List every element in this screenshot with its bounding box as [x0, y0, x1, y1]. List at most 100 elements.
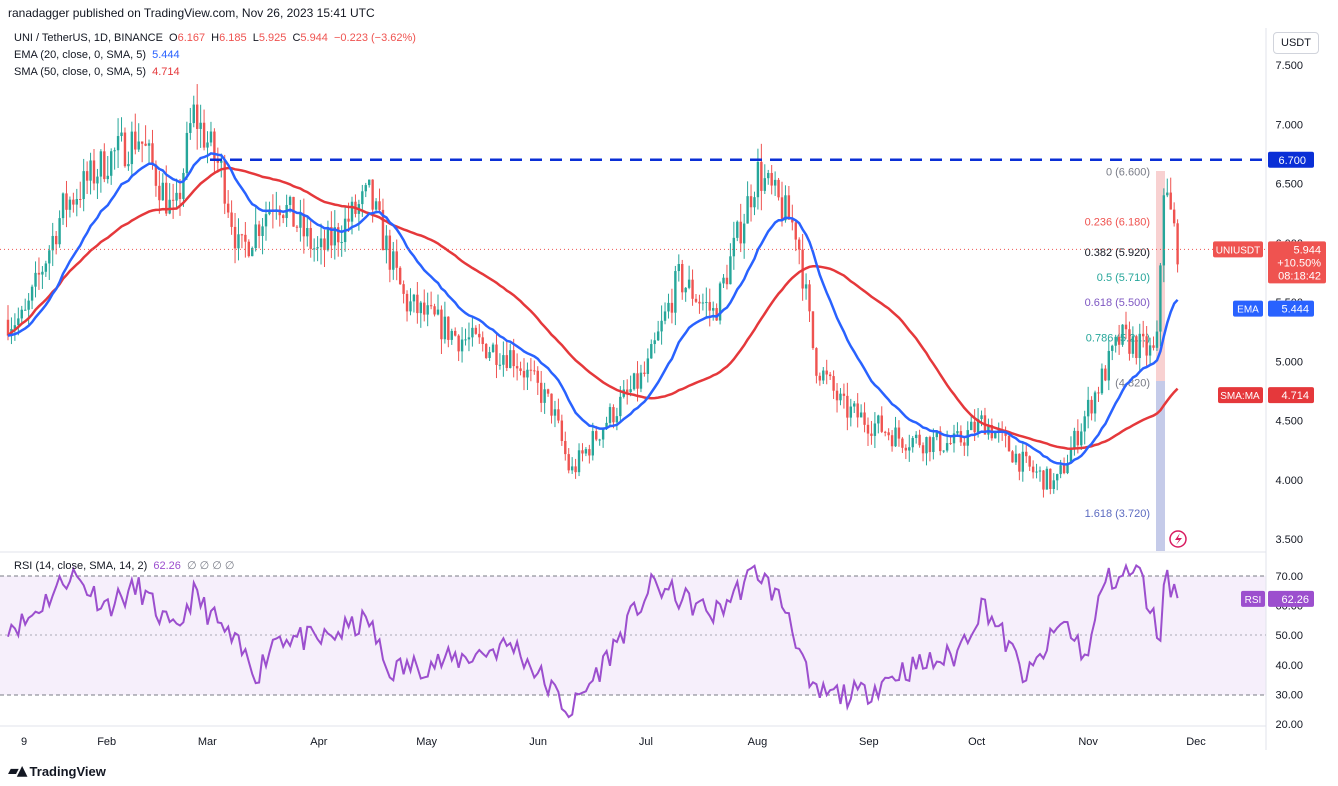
candle[interactable]	[1056, 473, 1059, 491]
candle[interactable]	[701, 293, 705, 311]
candle[interactable]	[963, 437, 966, 456]
candle[interactable]	[1093, 390, 1097, 422]
candle[interactable]	[326, 220, 330, 252]
candle[interactable]	[1176, 219, 1179, 273]
candle[interactable]	[460, 327, 464, 363]
candle[interactable]	[323, 229, 326, 267]
candle[interactable]	[1052, 473, 1055, 494]
candle[interactable]	[416, 281, 419, 324]
candle[interactable]	[405, 290, 409, 322]
candle[interactable]	[742, 213, 746, 259]
candle[interactable]	[842, 383, 846, 409]
candle[interactable]	[491, 342, 495, 353]
candle[interactable]	[37, 257, 41, 290]
candle[interactable]	[825, 359, 828, 385]
candle[interactable]	[739, 203, 742, 253]
candle[interactable]	[519, 361, 522, 376]
price-pane[interactable]	[0, 28, 1266, 551]
sma-legend[interactable]: SMA (50, close, 0, SMA, 5) 4.714	[14, 66, 183, 78]
candle[interactable]	[832, 370, 835, 400]
candle[interactable]	[533, 360, 536, 375]
candle[interactable]	[481, 331, 484, 352]
candle[interactable]	[251, 246, 254, 257]
candle[interactable]	[1097, 386, 1100, 402]
candle[interactable]	[178, 178, 182, 216]
candle[interactable]	[1114, 334, 1117, 353]
candle[interactable]	[667, 293, 670, 319]
candle[interactable]	[526, 362, 529, 390]
candle[interactable]	[904, 444, 908, 460]
candle[interactable]	[1028, 455, 1031, 471]
candle[interactable]	[127, 151, 130, 171]
candle[interactable]	[213, 128, 216, 172]
candle[interactable]	[1155, 320, 1159, 351]
candle[interactable]	[312, 238, 316, 262]
candle[interactable]	[815, 347, 818, 384]
candle[interactable]	[233, 213, 237, 264]
fib-zone-lower[interactable]	[1156, 381, 1165, 551]
candle[interactable]	[928, 435, 932, 462]
candle[interactable]	[1073, 427, 1076, 456]
candle[interactable]	[718, 281, 722, 325]
candle[interactable]	[202, 109, 206, 151]
candle[interactable]	[921, 442, 925, 462]
candle[interactable]	[144, 125, 147, 147]
candle[interactable]	[722, 274, 725, 288]
candle[interactable]	[763, 164, 766, 194]
candle[interactable]	[423, 289, 426, 322]
candle[interactable]	[392, 241, 395, 280]
candle[interactable]	[295, 225, 299, 233]
candle[interactable]	[89, 152, 92, 195]
candle[interactable]	[1107, 340, 1110, 391]
candle[interactable]	[1080, 423, 1083, 450]
candle[interactable]	[134, 113, 137, 155]
candle[interactable]	[436, 294, 440, 316]
candle[interactable]	[1014, 445, 1018, 465]
candle[interactable]	[1162, 188, 1166, 283]
candle[interactable]	[498, 353, 502, 370]
candle[interactable]	[650, 339, 653, 359]
candle[interactable]	[505, 340, 508, 372]
candle[interactable]	[364, 182, 367, 198]
candle[interactable]	[835, 383, 839, 413]
candle[interactable]	[698, 294, 701, 314]
candle[interactable]	[859, 404, 863, 418]
candle[interactable]	[615, 407, 619, 431]
candle[interactable]	[901, 437, 904, 454]
rsi-price-tag[interactable]: RSI 62.26	[1241, 590, 1314, 607]
candle[interactable]	[333, 210, 336, 260]
candle[interactable]	[220, 153, 223, 178]
candle[interactable]	[522, 358, 526, 391]
candle[interactable]	[767, 169, 770, 185]
candle[interactable]	[1083, 410, 1086, 445]
candle[interactable]	[612, 404, 615, 429]
candle[interactable]	[412, 293, 416, 313]
candle[interactable]	[316, 236, 319, 262]
candle[interactable]	[509, 343, 512, 369]
candle[interactable]	[574, 458, 577, 479]
candle[interactable]	[811, 311, 815, 350]
candle[interactable]	[206, 131, 209, 164]
candle[interactable]	[1169, 177, 1172, 210]
candle[interactable]	[82, 158, 85, 212]
candle[interactable]	[677, 254, 680, 282]
candle[interactable]	[557, 398, 560, 424]
candle[interactable]	[550, 393, 553, 424]
candle[interactable]	[684, 287, 687, 302]
candle[interactable]	[577, 443, 581, 477]
candle[interactable]	[34, 261, 37, 298]
candle[interactable]	[746, 181, 749, 224]
candle[interactable]	[890, 430, 894, 452]
candle[interactable]	[732, 221, 736, 270]
candle[interactable]	[1131, 326, 1135, 358]
candle[interactable]	[560, 414, 564, 446]
candle[interactable]	[1035, 463, 1038, 479]
candle[interactable]	[309, 220, 312, 258]
candle[interactable]	[182, 168, 185, 207]
candle[interactable]	[1128, 321, 1131, 361]
candle[interactable]	[113, 147, 116, 170]
candle[interactable]	[952, 424, 956, 453]
candle[interactable]	[660, 305, 663, 345]
candle[interactable]	[1031, 460, 1035, 479]
candle[interactable]	[65, 180, 68, 228]
